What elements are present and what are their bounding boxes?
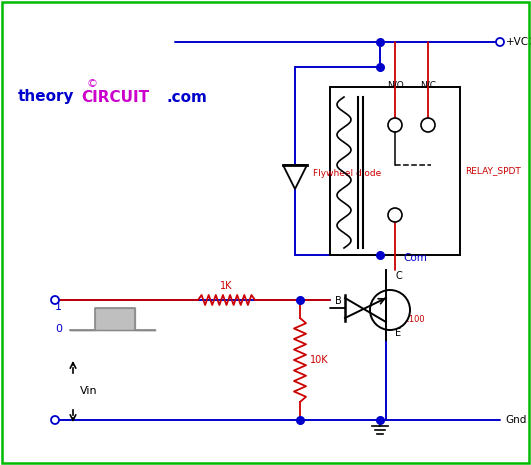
- Text: B: B: [335, 296, 342, 306]
- Circle shape: [51, 296, 59, 304]
- Text: 0: 0: [55, 324, 62, 334]
- Polygon shape: [283, 165, 307, 189]
- Text: +VCC: +VCC: [506, 37, 531, 47]
- Circle shape: [370, 290, 410, 330]
- Circle shape: [51, 416, 59, 424]
- Text: ©: ©: [86, 79, 97, 89]
- Text: E: E: [395, 328, 401, 338]
- Text: N/C: N/C: [420, 80, 436, 89]
- Text: Q: Q: [400, 306, 407, 315]
- Circle shape: [421, 118, 435, 132]
- Text: CIRCUIT: CIRCUIT: [81, 89, 149, 105]
- Text: Vin: Vin: [80, 386, 98, 396]
- Circle shape: [388, 208, 402, 222]
- Bar: [330, 87, 460, 255]
- Text: theory: theory: [18, 89, 74, 105]
- Text: 10K: 10K: [310, 355, 329, 365]
- Text: C: C: [395, 271, 402, 281]
- Circle shape: [388, 118, 402, 132]
- Text: .com: .com: [166, 89, 207, 105]
- Text: RELAY_SPDT: RELAY_SPDT: [465, 166, 521, 175]
- Text: 1: 1: [55, 302, 62, 312]
- Text: Com: Com: [403, 253, 427, 263]
- Text: SL100: SL100: [400, 315, 426, 324]
- Text: Flywheel diode: Flywheel diode: [313, 168, 381, 178]
- Text: N/O: N/O: [387, 80, 404, 89]
- Circle shape: [496, 38, 504, 46]
- Text: 1K: 1K: [220, 281, 233, 291]
- Text: Gnd: Gnd: [505, 415, 526, 425]
